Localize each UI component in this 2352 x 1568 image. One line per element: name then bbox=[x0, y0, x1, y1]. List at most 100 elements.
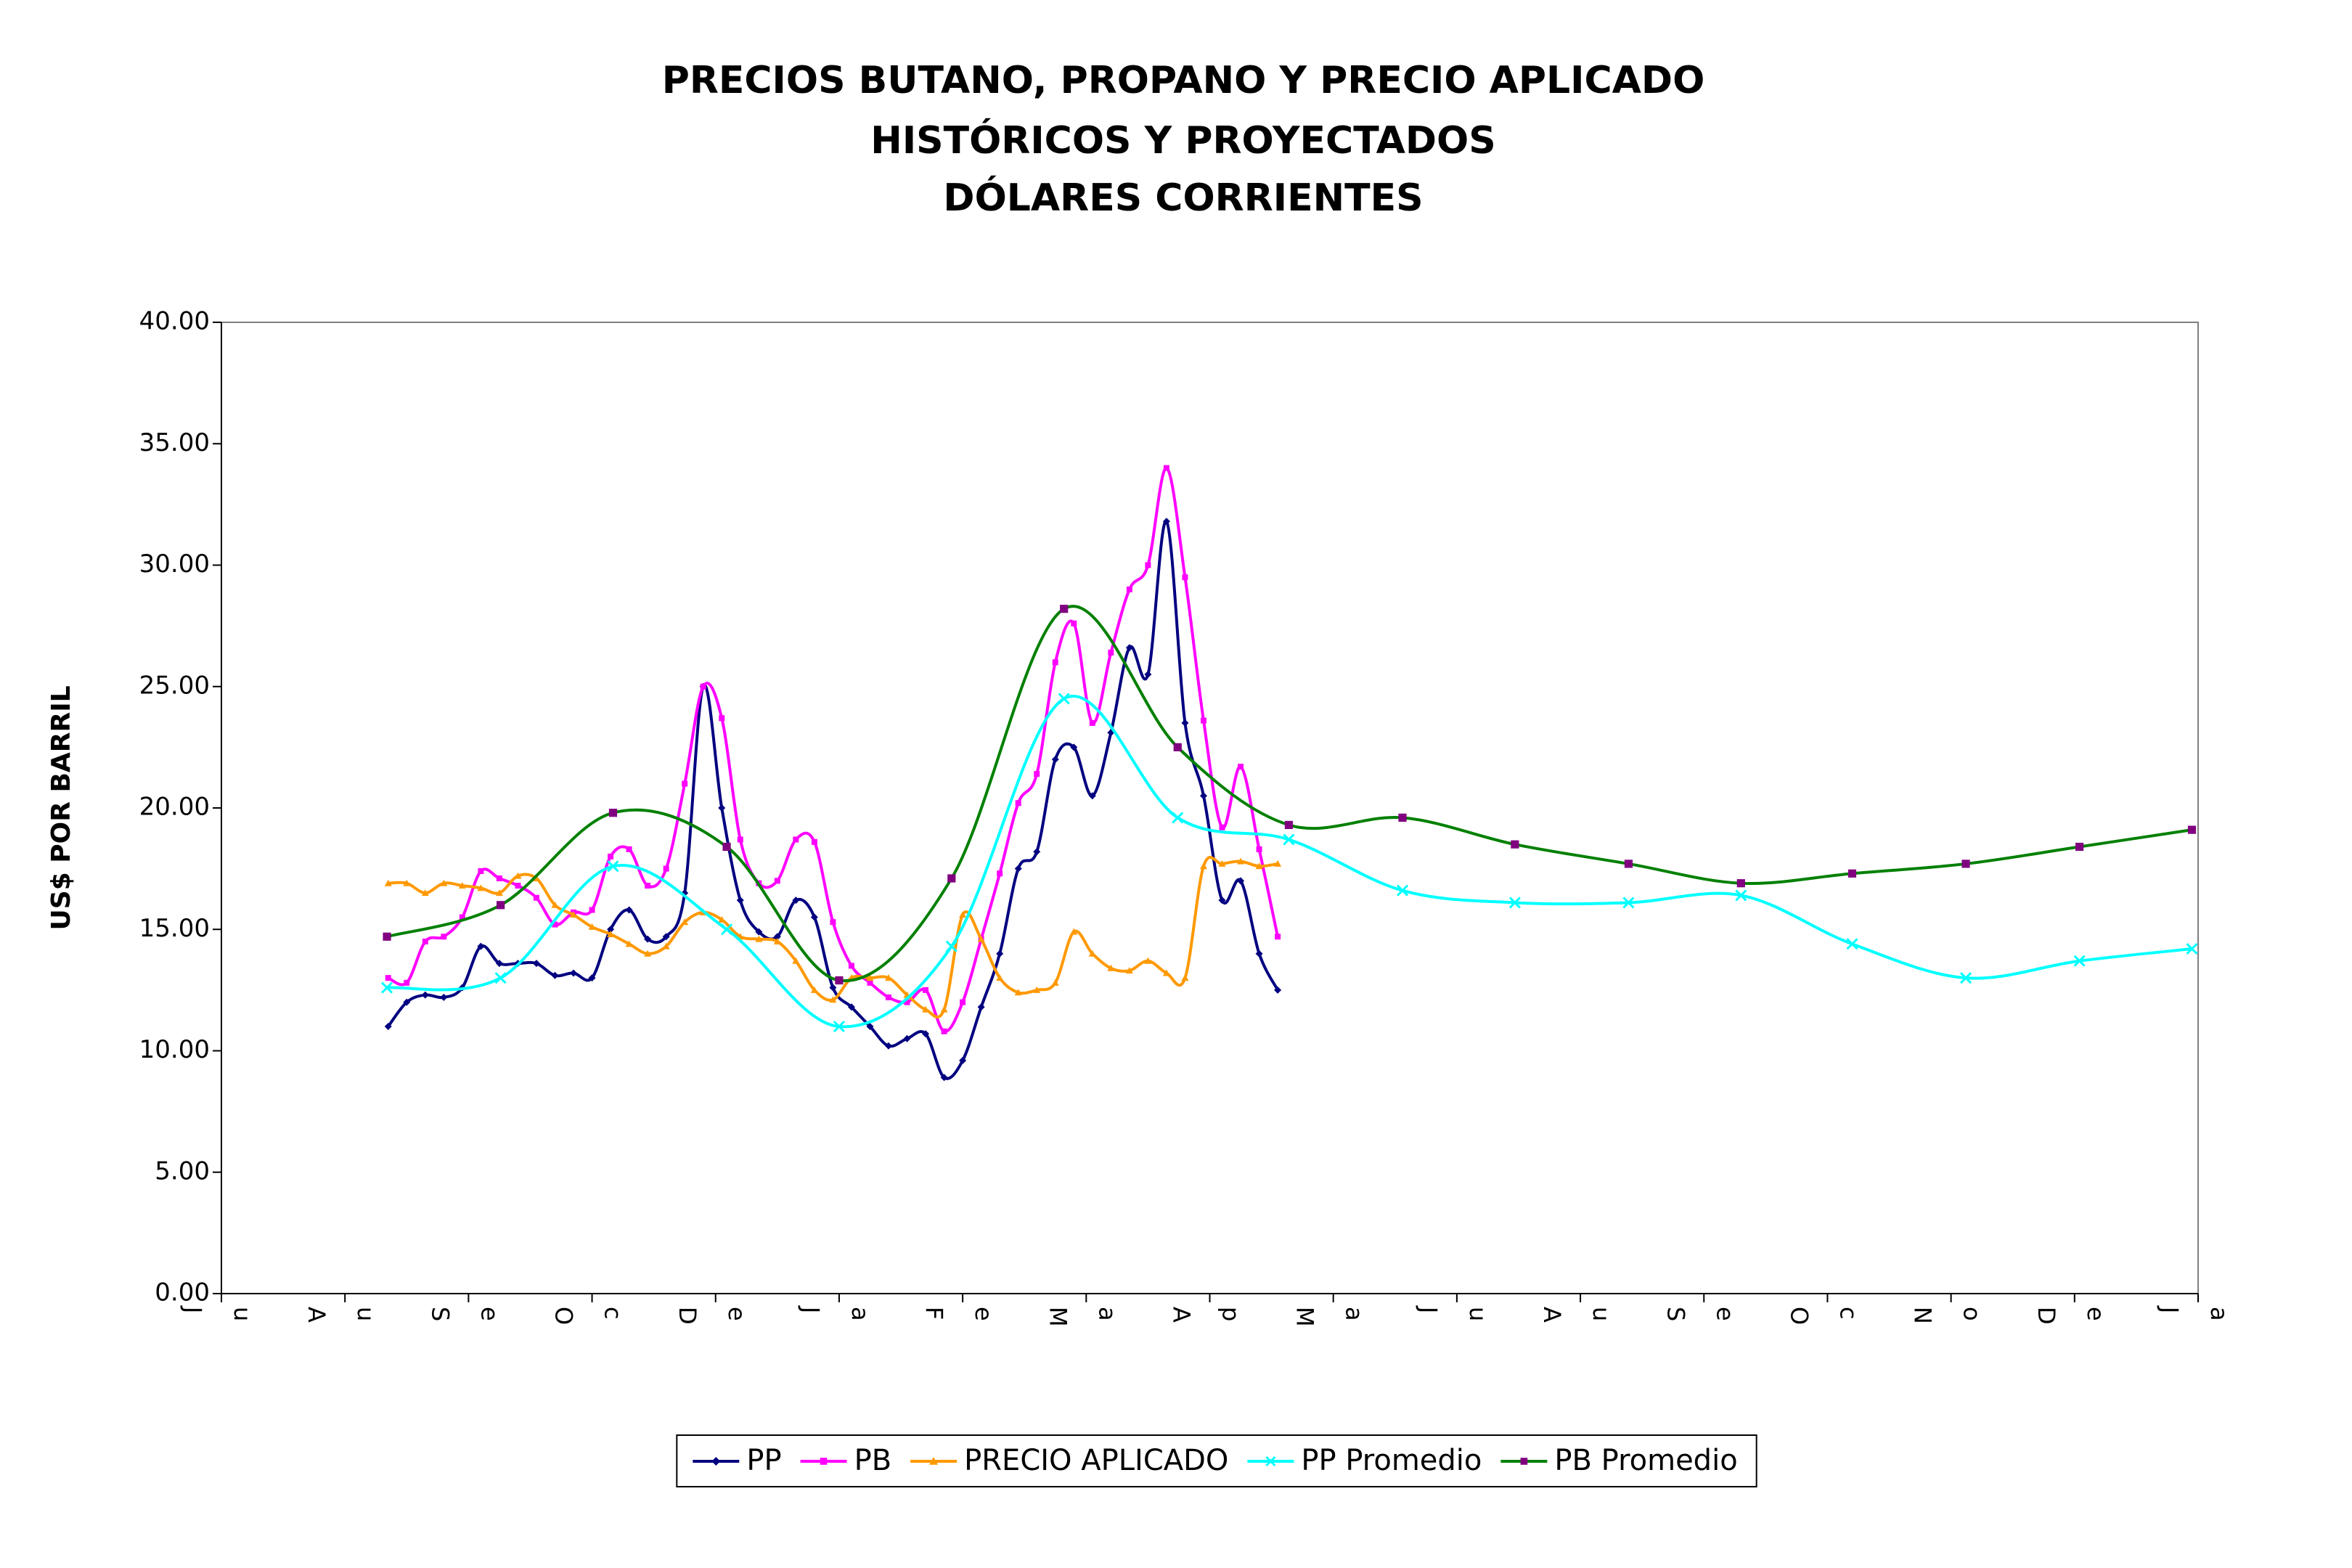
marker bbox=[421, 889, 429, 897]
marker bbox=[644, 935, 652, 943]
x-tick-label: M bbox=[1291, 1307, 1319, 1327]
marker bbox=[588, 923, 596, 930]
marker bbox=[403, 879, 411, 886]
marker bbox=[885, 1042, 893, 1050]
marker bbox=[922, 1030, 930, 1038]
marker bbox=[384, 1023, 392, 1031]
y-tick-label: 35.00 bbox=[139, 428, 210, 457]
marker bbox=[515, 883, 521, 889]
marker bbox=[1622, 897, 1635, 909]
y-tick-label: 40.00 bbox=[139, 307, 210, 336]
marker bbox=[2187, 825, 2197, 834]
marker bbox=[1200, 717, 1206, 724]
marker bbox=[608, 809, 618, 817]
x-tick-label: e bbox=[1711, 1307, 1739, 1321]
marker bbox=[1033, 986, 1041, 993]
marker bbox=[1173, 743, 1182, 751]
marker bbox=[810, 913, 818, 921]
marker bbox=[867, 979, 873, 986]
marker bbox=[681, 918, 689, 926]
marker bbox=[1060, 605, 1069, 613]
marker bbox=[495, 889, 503, 897]
marker bbox=[1520, 1458, 1528, 1465]
marker bbox=[551, 971, 559, 979]
marker bbox=[793, 836, 799, 843]
x-tick-label: J bbox=[179, 1305, 207, 1313]
x-tick-label: M bbox=[1044, 1307, 1071, 1327]
x-tick-label: J bbox=[1415, 1305, 1442, 1313]
marker bbox=[1126, 586, 1132, 592]
marker bbox=[1014, 865, 1022, 873]
marker bbox=[996, 974, 1004, 981]
marker bbox=[1255, 862, 1263, 870]
marker bbox=[1052, 659, 1058, 666]
marker bbox=[1088, 792, 1096, 800]
series-line bbox=[386, 605, 2192, 983]
chart-title: HISTÓRICOS Y PROYECTADOS bbox=[870, 118, 1495, 163]
plot-frame bbox=[221, 322, 2199, 1294]
marker bbox=[1265, 1455, 1276, 1467]
marker bbox=[478, 867, 484, 874]
marker bbox=[625, 906, 633, 914]
marker bbox=[1284, 820, 1294, 830]
marker bbox=[700, 683, 706, 690]
marker bbox=[588, 974, 596, 982]
x-tick-label: u bbox=[1588, 1307, 1615, 1321]
marker bbox=[626, 846, 632, 852]
x-tick-label: e bbox=[970, 1307, 997, 1321]
marker bbox=[459, 914, 465, 920]
x-tick-label: J bbox=[2156, 1305, 2184, 1313]
marker bbox=[1181, 719, 1189, 727]
marker bbox=[755, 928, 763, 936]
x-tick-label: S bbox=[1662, 1307, 1689, 1321]
marker bbox=[403, 998, 411, 1006]
legend-label: PB Promedio bbox=[1554, 1444, 1737, 1477]
marker bbox=[2186, 942, 2198, 955]
marker bbox=[792, 897, 800, 905]
marker bbox=[833, 1020, 846, 1033]
marker bbox=[866, 1023, 874, 1031]
marker bbox=[1735, 889, 1747, 902]
marker bbox=[792, 957, 800, 964]
marker bbox=[404, 979, 410, 986]
marker bbox=[607, 930, 615, 937]
marker bbox=[1089, 719, 1095, 726]
marker bbox=[1162, 969, 1170, 976]
marker bbox=[477, 884, 485, 891]
marker bbox=[570, 911, 578, 918]
x-tick-label: o bbox=[1959, 1307, 1986, 1321]
x-tick-label: a bbox=[1341, 1307, 1368, 1321]
marker bbox=[886, 994, 892, 1000]
marker bbox=[773, 937, 781, 944]
marker bbox=[1051, 756, 1059, 764]
marker bbox=[421, 991, 429, 999]
marker bbox=[929, 1457, 939, 1465]
chart-title: DÓLARES CORRIENTES bbox=[943, 175, 1423, 220]
x-tick-label: p bbox=[1217, 1307, 1245, 1321]
legend-item: PB Promedio bbox=[1500, 1444, 1738, 1477]
marker bbox=[608, 853, 614, 859]
marker bbox=[829, 984, 837, 992]
marker bbox=[1015, 800, 1021, 807]
y-tick-label: 30.00 bbox=[139, 550, 210, 579]
y-tick-label: 20.00 bbox=[139, 793, 210, 822]
x-tick-label: u bbox=[229, 1307, 256, 1321]
x-tick-label: A bbox=[303, 1307, 330, 1323]
marker bbox=[711, 1457, 721, 1466]
marker bbox=[645, 883, 651, 889]
x-tick-label: N bbox=[1909, 1307, 1937, 1324]
y-tick-label: 0.00 bbox=[155, 1278, 210, 1307]
y-tick-label: 15.00 bbox=[139, 914, 210, 943]
marker bbox=[1034, 771, 1040, 777]
marker bbox=[1218, 859, 1226, 867]
marker bbox=[829, 996, 837, 1003]
marker bbox=[721, 923, 733, 936]
marker bbox=[1238, 764, 1244, 770]
x-tick-label: c bbox=[1834, 1307, 1862, 1320]
legend-item: PP bbox=[693, 1444, 782, 1477]
legend-label: PB bbox=[854, 1444, 892, 1477]
marker bbox=[440, 993, 448, 1001]
marker bbox=[385, 975, 391, 981]
marker bbox=[941, 1028, 947, 1034]
